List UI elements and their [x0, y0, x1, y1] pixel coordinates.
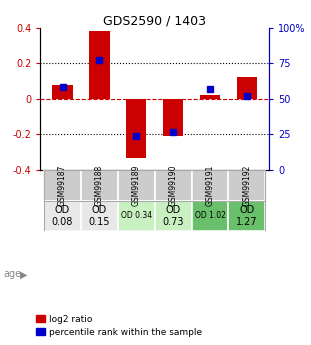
Bar: [229, 201, 265, 231]
Bar: [200, 95, 220, 99]
Text: GSM99189: GSM99189: [132, 165, 141, 206]
Bar: [229, 170, 265, 201]
Bar: [118, 170, 155, 201]
Bar: [192, 170, 229, 201]
Text: GSM99191: GSM99191: [206, 165, 215, 206]
Bar: [126, 99, 146, 158]
Text: GSM99188: GSM99188: [95, 165, 104, 206]
Title: GDS2590 / 1403: GDS2590 / 1403: [103, 14, 206, 28]
Text: OD 1.02: OD 1.02: [195, 211, 225, 220]
Text: GSM99190: GSM99190: [169, 165, 178, 206]
Bar: [118, 201, 155, 231]
Text: OD
1.27: OD 1.27: [236, 205, 258, 227]
Text: OD
0.15: OD 0.15: [89, 205, 110, 227]
Text: age: age: [3, 269, 21, 279]
Bar: [155, 170, 192, 201]
Bar: [44, 170, 81, 201]
Bar: [81, 201, 118, 231]
Bar: [81, 170, 118, 201]
Bar: [155, 201, 192, 231]
Text: OD
0.08: OD 0.08: [52, 205, 73, 227]
Bar: [53, 85, 73, 99]
Bar: [44, 201, 81, 231]
Text: OD 0.34: OD 0.34: [121, 211, 152, 220]
Text: GSM99192: GSM99192: [242, 165, 251, 206]
Bar: [163, 99, 183, 136]
Text: GSM99187: GSM99187: [58, 165, 67, 206]
Bar: [237, 78, 257, 99]
Text: ▶: ▶: [20, 269, 28, 279]
Legend: log2 ratio, percentile rank within the sample: log2 ratio, percentile rank within the s…: [36, 315, 202, 337]
Bar: [44, 170, 265, 201]
Text: OD
0.73: OD 0.73: [162, 205, 184, 227]
Bar: [89, 31, 109, 99]
Bar: [192, 201, 229, 231]
